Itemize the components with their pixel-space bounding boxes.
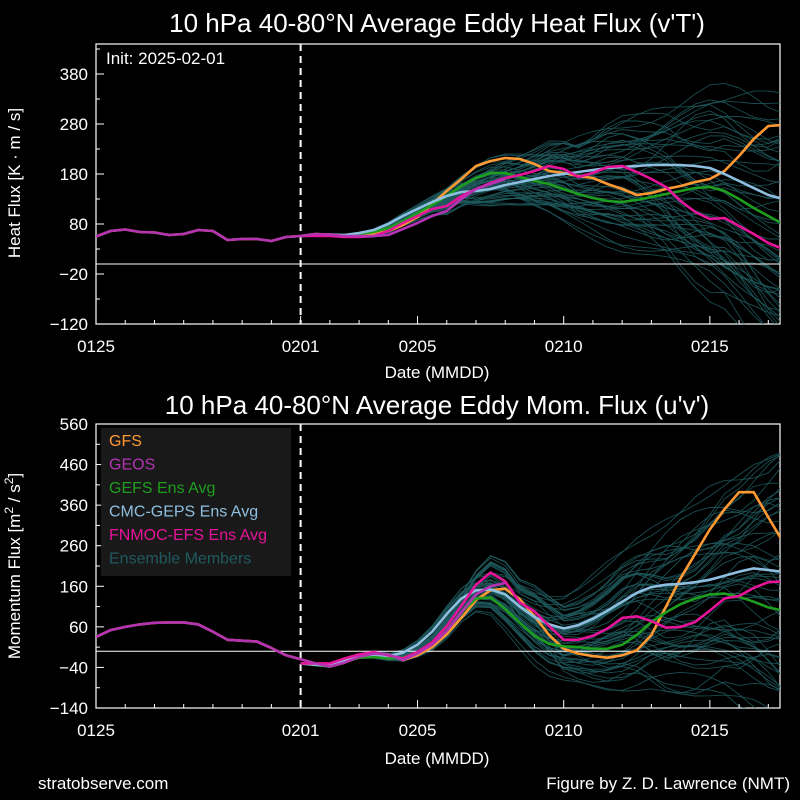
momentum-flux-ensemble-members <box>300 452 780 708</box>
series-line-cmc-geps-ens-avg <box>300 163 780 238</box>
legend-entry: GEOS <box>109 457 155 474</box>
heat-flux-title: 10 hPa 40-80°N Average Eddy Heat Flux (v… <box>169 8 705 38</box>
heat-flux-series <box>96 123 780 250</box>
series-line-gefs-ens-avg <box>300 171 780 238</box>
heat-flux-chart: 10 hPa 40-80°N Average Eddy Heat Flux (v… <box>5 8 781 382</box>
x-tick-label: 0205 <box>399 721 437 740</box>
ensemble-member-line <box>300 133 780 238</box>
legend-box <box>101 428 291 576</box>
y-tick-label: 80 <box>69 215 88 234</box>
y-tick-label: 560 <box>60 415 88 434</box>
momentum-flux-y-axis-label: Momentum Flux [m2 / s2] <box>2 473 24 659</box>
x-tick-label: 0210 <box>545 721 583 740</box>
series-line-geos <box>96 177 506 243</box>
x-tick-label: 0215 <box>691 337 729 356</box>
x-tick-label: 0205 <box>399 337 437 356</box>
footer-credit: Figure by Z. D. Lawrence (NMT) <box>546 774 790 793</box>
ensemble-member-line <box>300 195 780 296</box>
momentum-flux-series <box>96 490 780 668</box>
legend-entry: GEFS Ens Avg <box>109 480 215 497</box>
x-tick-label: 0201 <box>282 721 320 740</box>
y-tick-label: 60 <box>69 618 88 637</box>
y-tick-label: −120 <box>50 315 88 334</box>
y-tick-label: −20 <box>59 265 88 284</box>
y-tick-label: 380 <box>60 65 88 84</box>
momentum-flux-y-ticks: −140 −40 60 160 260 360 460 560 <box>50 415 104 718</box>
y-tick-label: 160 <box>60 577 88 596</box>
ensemble-member-line <box>300 482 780 667</box>
legend-entry: GFS <box>109 433 142 450</box>
series-line-gefs-ens-avg <box>300 592 780 668</box>
ensemble-member-line <box>300 202 779 324</box>
heat-flux-y-axis-label: Heat Flux [K · m / s] <box>5 108 24 258</box>
y-tick-label: 180 <box>60 165 88 184</box>
y-tick-label: −40 <box>59 658 88 677</box>
legend-entry: FNMOC-EFS Ens Avg <box>109 527 267 544</box>
ensemble-member-line <box>300 603 780 674</box>
ensemble-member-line <box>300 187 765 324</box>
footer-site: stratobserve.com <box>38 774 168 793</box>
legend-entry: Ensemble Members <box>109 551 251 568</box>
series-line-geos <box>96 581 506 668</box>
y-tick-label: 280 <box>60 115 88 134</box>
momentum-flux-x-axis-label: Date (MMDD) <box>385 749 490 768</box>
y-tick-label: 260 <box>60 537 88 556</box>
legend-entry: CMC-GEPS Ens Avg <box>109 504 258 521</box>
ensemble-member-line <box>300 611 770 708</box>
ensemble-member-line <box>300 191 780 259</box>
heat-flux-plot-area <box>95 43 781 325</box>
heat-flux-x-ticks: 0125 0201 0205 0210 0215 <box>77 316 769 356</box>
legend: GFS GEOS GEFS Ens Avg CMC-GEPS Ens Avg FNMOC… <box>101 428 291 576</box>
heat-flux-ensemble-members <box>300 82 780 324</box>
ensemble-member-line <box>300 198 780 291</box>
ensemble-member-line <box>300 82 780 237</box>
series-line-fnmoc-efs-ens-avg <box>300 164 780 250</box>
x-tick-label: 0210 <box>545 337 583 356</box>
momentum-flux-title: 10 hPa 40-80°N Average Eddy Mom. Flux (u… <box>165 390 709 420</box>
ensemble-member-line <box>300 187 764 324</box>
x-tick-label: 0125 <box>77 721 115 740</box>
x-tick-label: 0201 <box>282 337 320 356</box>
ensemble-member-line <box>300 199 780 290</box>
y-tick-label: 360 <box>60 496 88 515</box>
x-tick-label: 0215 <box>691 721 729 740</box>
momentum-flux-x-ticks: 0125 0201 0205 0210 0215 <box>77 700 769 740</box>
momentum-flux-chart: 10 hPa 40-80°N Average Eddy Mom. Flux (u… <box>2 390 781 768</box>
heat-flux-x-axis-label: Date (MMDD) <box>385 363 490 382</box>
x-tick-label: 0125 <box>77 337 115 356</box>
y-tick-label: 460 <box>60 456 88 475</box>
y-tick-label: −140 <box>50 699 88 718</box>
ensemble-member-line <box>300 460 780 667</box>
heat-flux-y-ticks: −120 −20 80 180 280 380 <box>50 48 104 334</box>
init-date-annotation: Init: 2025-02-01 <box>106 49 225 68</box>
